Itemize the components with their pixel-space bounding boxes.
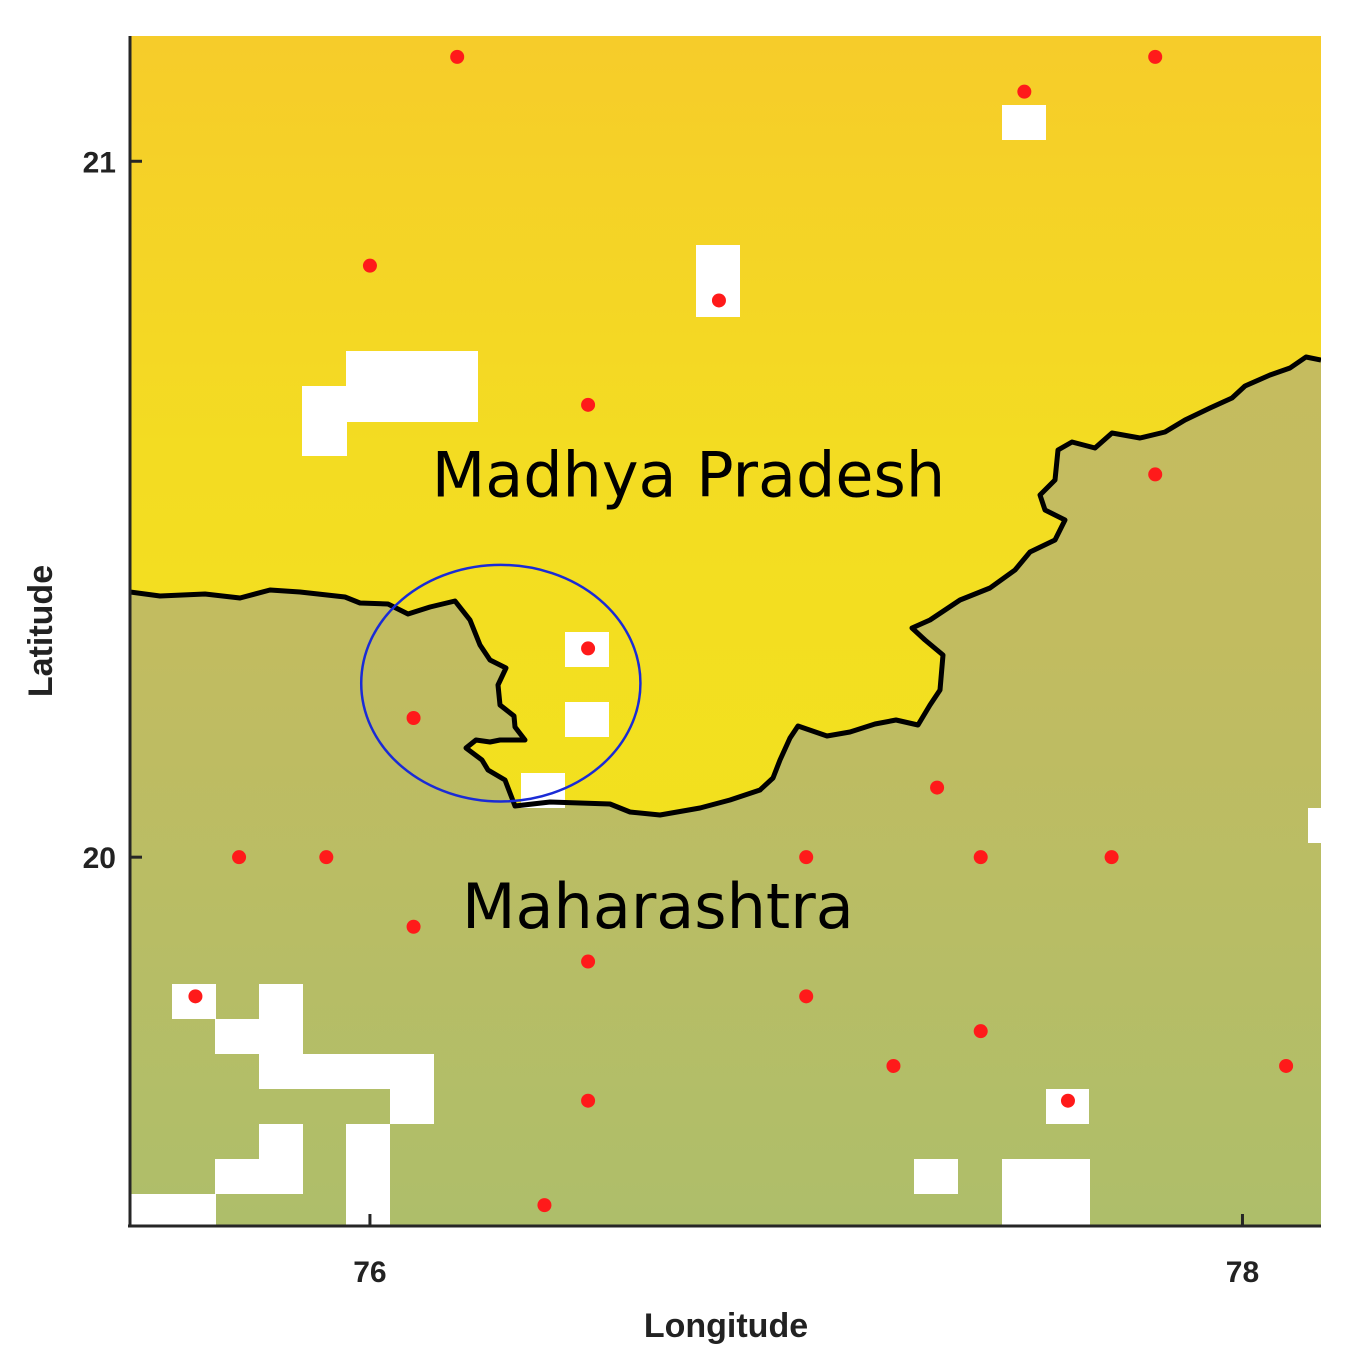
missing-cell [346,1124,390,1226]
stations-layer [188,49,1294,1213]
missing-cell [302,386,347,456]
station-marker [406,710,421,725]
station-marker [581,397,596,412]
y-tick-label: 20 [83,842,116,875]
station-marker [581,1093,596,1108]
station-marker [711,293,726,308]
station-marker [1279,1058,1294,1073]
station-marker [1148,49,1163,64]
station-marker [973,850,988,865]
station-marker [319,850,334,865]
station-marker [362,258,377,273]
region-label-maharashtra: Maharashtra [462,870,854,943]
station-marker [1148,467,1163,482]
y-tick-label: 21 [83,146,116,179]
x-axis-title: Longitude [644,1307,808,1345]
station-marker [1017,84,1032,99]
highlight-circle [359,563,642,803]
station-marker [581,954,596,969]
missing-cell [1002,1159,1090,1226]
missing-cell [215,1019,303,1054]
station-marker [450,49,465,64]
missing-cell [914,1159,958,1194]
x-tick-label: 78 [1226,1256,1259,1289]
missing-cell [1308,808,1321,843]
station-marker [232,850,247,865]
station-marker [973,1024,988,1039]
x-tick-label: 76 [353,1256,386,1289]
missing-cell [215,1159,303,1194]
missing-cell [259,984,303,1019]
station-marker [1060,1093,1075,1108]
missing-data-cells [130,105,1321,1226]
station-marker [406,919,421,934]
missing-cell [259,1054,434,1089]
station-marker [581,641,596,656]
missing-cell [390,1089,434,1124]
axes [128,36,1321,1228]
plot-area: Madhya Pradesh Maharashtra [130,36,1321,1226]
state-border [130,354,1321,818]
station-marker [886,1058,901,1073]
station-marker [537,1198,552,1213]
station-marker [799,850,814,865]
missing-cell [565,702,609,737]
region-label-madhya-pradesh: Madhya Pradesh [432,438,945,511]
station-marker [799,989,814,1004]
ticks-layer: 76 78 20 21 [83,146,1260,1289]
station-marker [188,989,203,1004]
station-marker [930,780,945,795]
missing-cell [130,1194,216,1226]
y-axis-title: Latitude [22,565,60,697]
station-marker [1104,850,1119,865]
missing-cell [346,351,478,422]
missing-cell [1002,105,1046,140]
